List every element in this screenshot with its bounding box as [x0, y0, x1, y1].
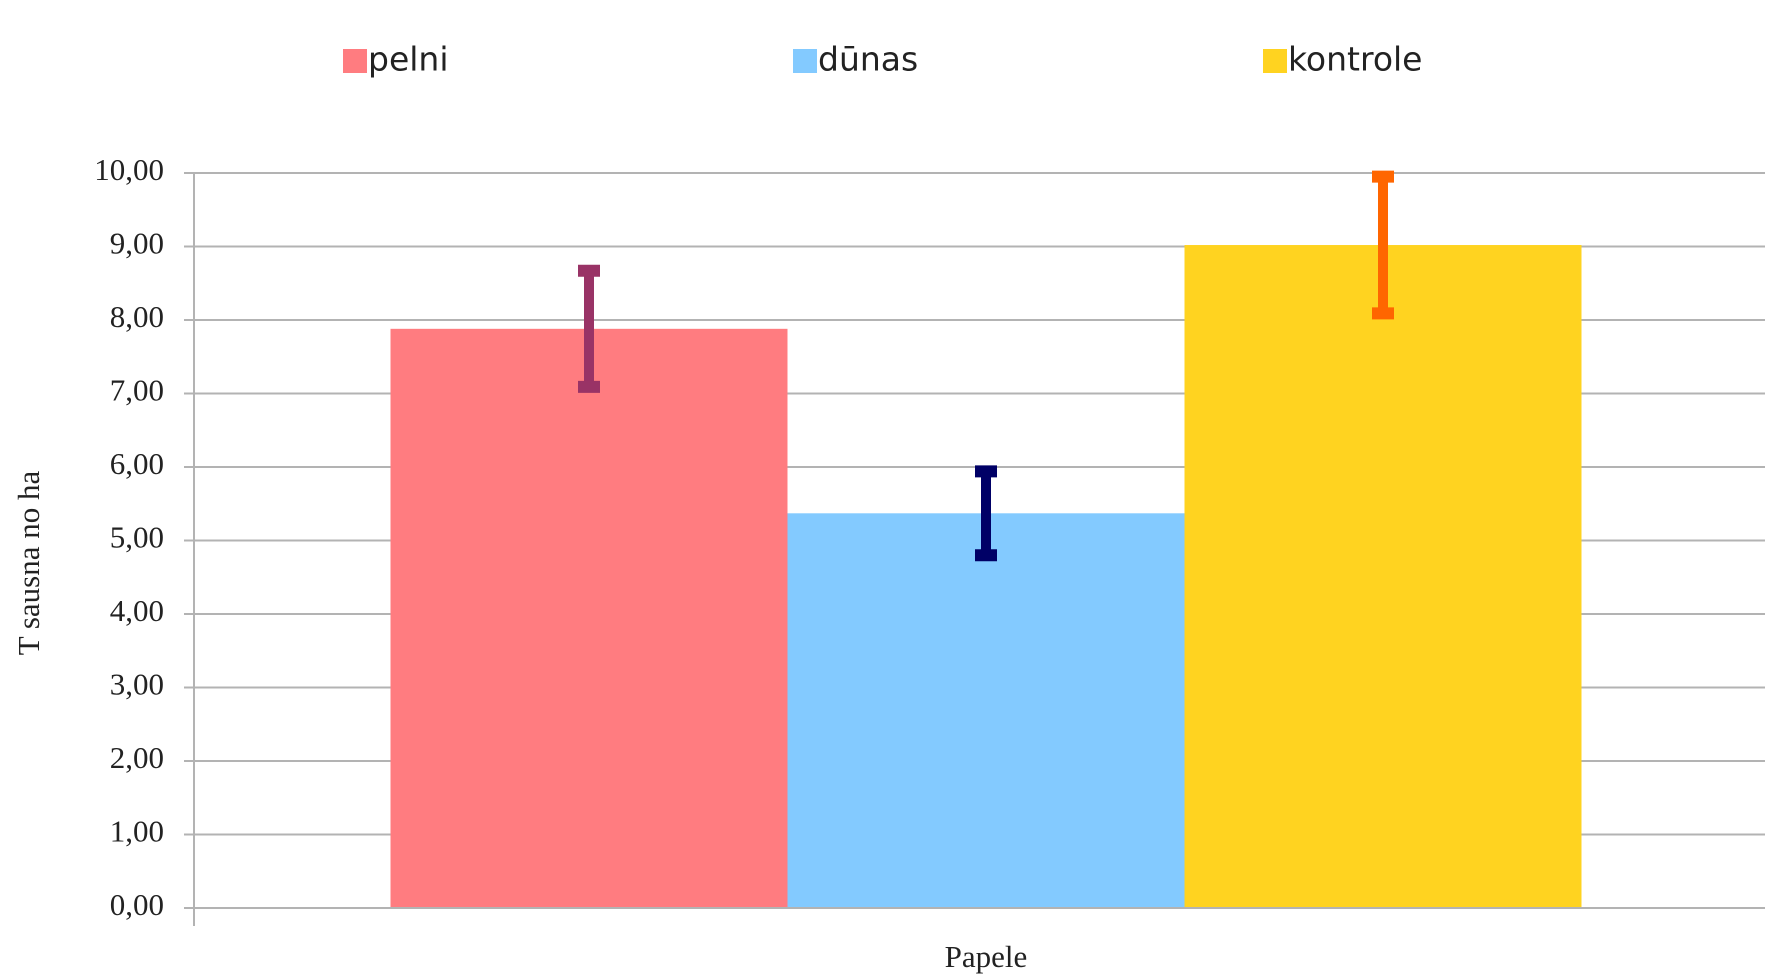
y-tick-label: 7,00 [110, 373, 164, 408]
y-tick-label: 4,00 [110, 593, 164, 628]
legend-label: kontrole [1288, 40, 1422, 79]
bar [1184, 245, 1582, 908]
legend-label: dūnas [818, 40, 918, 79]
legend-swatch [343, 49, 367, 73]
y-tick-label: 5,00 [110, 520, 164, 555]
legend-swatch [1263, 49, 1287, 73]
bar [787, 513, 1185, 908]
x-axis-title: Papele [945, 939, 1028, 974]
legend-label: pelni [368, 40, 449, 79]
y-tick-label: 9,00 [110, 226, 164, 261]
bar [390, 328, 788, 908]
y-tick-label: 8,00 [110, 299, 164, 334]
y-tick-label: 10,00 [94, 152, 164, 187]
y-tick-label: 6,00 [110, 446, 164, 481]
y-tick-label: 1,00 [110, 814, 164, 849]
y-tick-label: 2,00 [110, 740, 164, 775]
y-tick-label: 3,00 [110, 667, 164, 702]
legend-swatch [793, 49, 817, 73]
y-axis-title: T sausna no ha [11, 471, 46, 656]
y-tick-label: 0,00 [110, 887, 164, 922]
